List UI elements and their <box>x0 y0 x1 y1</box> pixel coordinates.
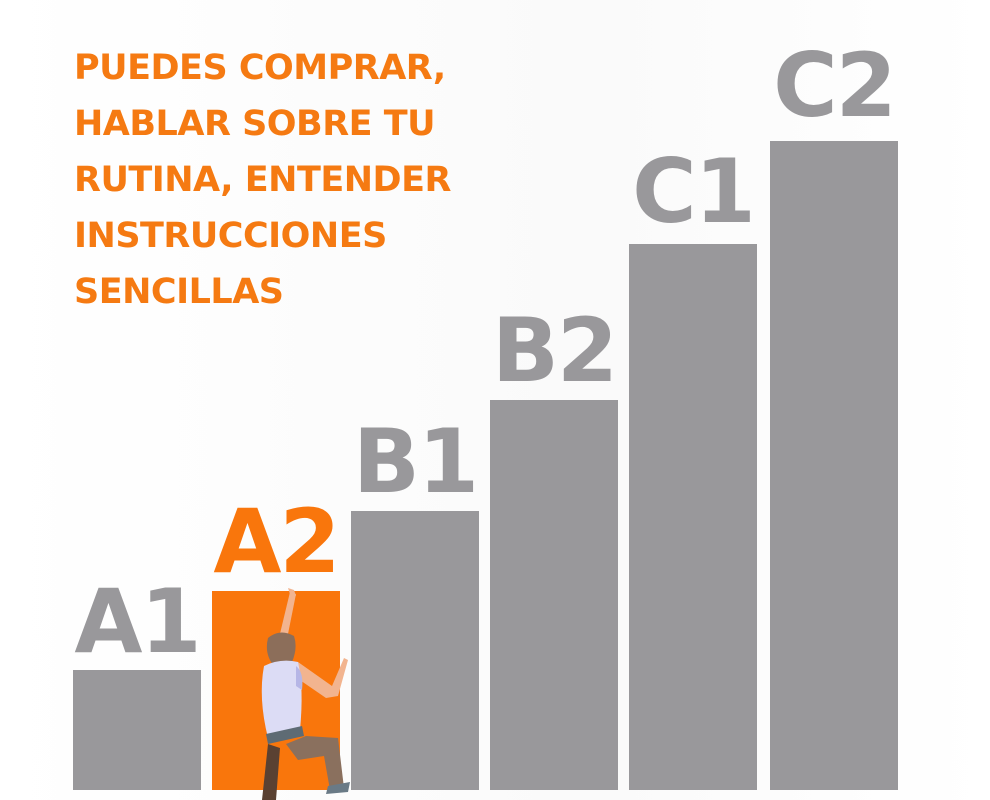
headline-line: SENCILLAS <box>74 272 284 312</box>
level-bar-a1 <box>73 670 201 790</box>
level-label-a1: A1 <box>74 570 201 673</box>
level-bar-b2 <box>490 400 618 790</box>
headline: PUEDES COMPRAR, HABLAR SOBRE TU RUTINA, … <box>74 40 451 320</box>
headline-line: RUTINA, ENTENDER <box>74 160 451 200</box>
level-label-b1: B1 <box>352 410 479 513</box>
level-label-b2: B2 <box>491 299 618 402</box>
level-bar-c1 <box>629 244 757 790</box>
level-bar-b1 <box>351 511 479 790</box>
headline-line: PUEDES COMPRAR, <box>74 48 446 88</box>
headline-line: INSTRUCCIONES <box>74 216 387 256</box>
climber-figure-icon <box>261 588 350 800</box>
level-label-c1: C1 <box>632 140 756 243</box>
level-label-c2: C2 <box>773 34 897 137</box>
level-bar-c2 <box>770 141 898 790</box>
headline-line: HABLAR SOBRE TU <box>74 104 436 144</box>
level-label-a2: A2 <box>213 490 340 593</box>
